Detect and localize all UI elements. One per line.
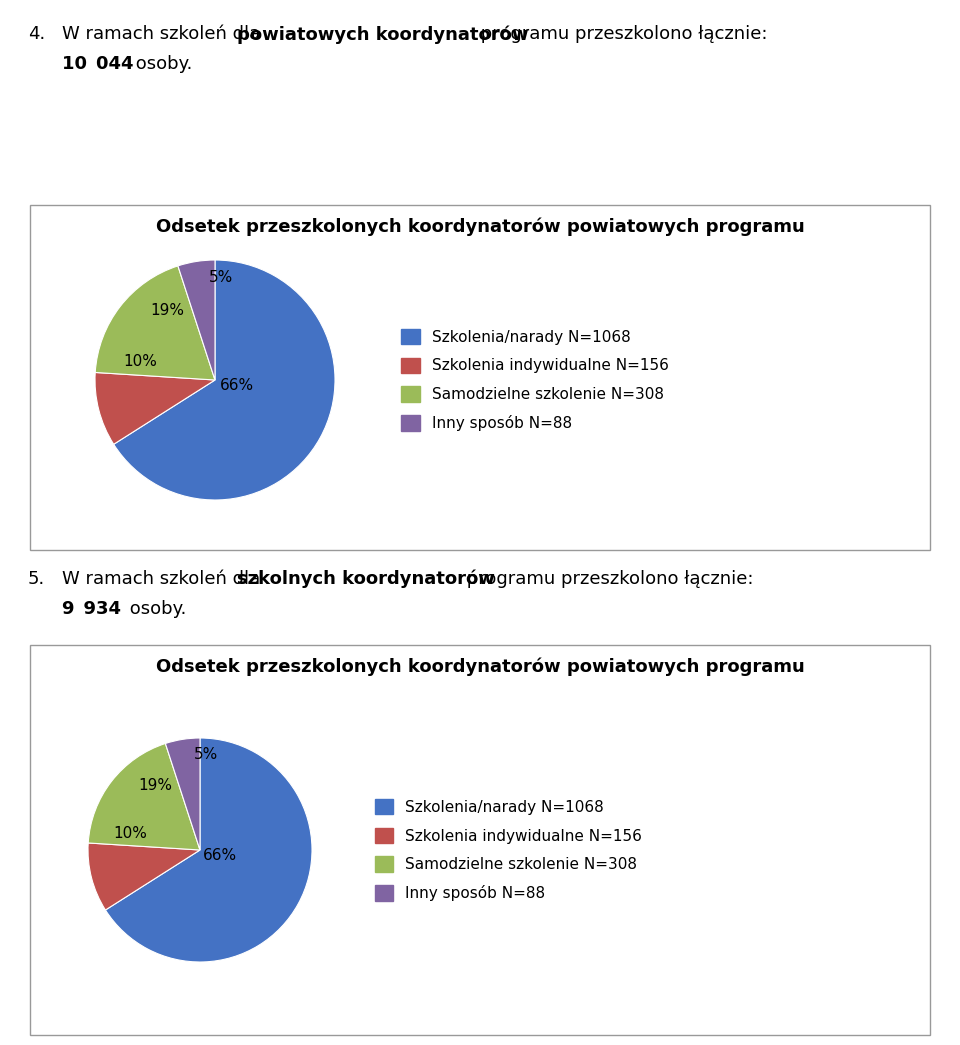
Legend: Szkolenia/narady N=1068, Szkolenia indywidualne N=156, Samodzielne szkolenie N=3: Szkolenia/narady N=1068, Szkolenia indyw… [370, 794, 647, 906]
Wedge shape [88, 743, 200, 850]
Wedge shape [95, 265, 215, 380]
Text: programu przeszkolono łącznie:: programu przeszkolono łącznie: [475, 25, 767, 43]
Text: W ramach szkoleń dla: W ramach szkoleń dla [62, 25, 266, 43]
Wedge shape [165, 738, 200, 850]
Text: programu przeszkolono łącznie:: programu przeszkolono łącznie: [461, 570, 754, 588]
Text: 9 934: 9 934 [62, 600, 121, 618]
Text: 5%: 5% [194, 747, 218, 762]
Wedge shape [113, 260, 335, 500]
Text: osoby.: osoby. [130, 55, 192, 73]
Wedge shape [88, 843, 200, 910]
Text: Odsetek przeszkolonych koordynatorów powiatowych programu: Odsetek przeszkolonych koordynatorów pow… [156, 657, 804, 675]
Text: 19%: 19% [150, 303, 184, 318]
Text: szkolnych koordynatorów: szkolnych koordynatorów [237, 570, 494, 588]
Text: Odsetek przeszkolonych koordynatorów powiatowych programu: Odsetek przeszkolonych koordynatorów pow… [156, 217, 804, 235]
Legend: Szkolenia/narady N=1068, Szkolenia indywidualne N=156, Samodzielne szkolenie N=3: Szkolenia/narady N=1068, Szkolenia indyw… [396, 324, 673, 436]
Wedge shape [106, 738, 312, 962]
Text: 10 044: 10 044 [62, 55, 133, 73]
Bar [30, 645, 930, 1035]
Text: 5.: 5. [28, 570, 45, 588]
Text: 10%: 10% [124, 354, 157, 370]
Text: 4.: 4. [28, 25, 45, 43]
Text: 10%: 10% [113, 826, 148, 840]
Text: 66%: 66% [220, 378, 253, 394]
Wedge shape [178, 260, 215, 380]
Text: 5%: 5% [209, 271, 233, 285]
Text: osoby.: osoby. [124, 600, 186, 618]
Text: 19%: 19% [138, 777, 172, 792]
Wedge shape [95, 372, 215, 444]
Text: 66%: 66% [204, 849, 237, 863]
Text: W ramach szkoleń dla: W ramach szkoleń dla [62, 570, 266, 588]
Text: powiatowych koordynatorów: powiatowych koordynatorów [237, 25, 529, 44]
Bar [30, 205, 930, 550]
